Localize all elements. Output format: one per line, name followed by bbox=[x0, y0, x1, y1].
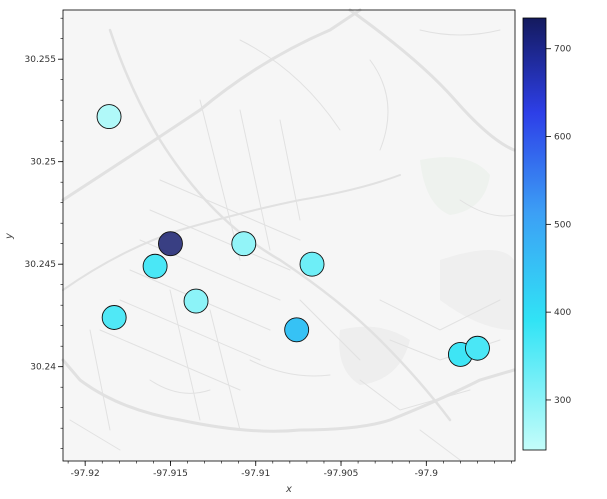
colorbar-tick-label: 700 bbox=[554, 45, 571, 55]
colorbar-tick-label: 300 bbox=[554, 396, 571, 406]
data-point-1[interactable] bbox=[96, 104, 122, 130]
x-tick-label: -97.91 bbox=[241, 469, 270, 479]
x-tick-label: -97.92 bbox=[71, 469, 100, 479]
y-axis: 30.24 30.245 30.25 30.255 bbox=[25, 17, 63, 450]
colorbar bbox=[522, 17, 547, 451]
x-tick-label: -97.9 bbox=[415, 469, 439, 479]
y-tick-label: 30.25 bbox=[30, 158, 56, 168]
x-axis-label: x bbox=[285, 484, 292, 495]
data-point-6[interactable] bbox=[183, 288, 209, 314]
x-tick-label: -97.905 bbox=[324, 469, 359, 479]
data-point-5[interactable] bbox=[299, 251, 325, 277]
map-background bbox=[61, 8, 516, 461]
y-tick-label: 30.24 bbox=[30, 363, 56, 373]
y-tick-label: 30.245 bbox=[25, 260, 57, 270]
data-points bbox=[96, 104, 490, 367]
y-tick-label: 30.255 bbox=[25, 55, 57, 65]
colorbar-tick-label: 600 bbox=[554, 133, 571, 143]
data-point-10[interactable] bbox=[465, 335, 490, 361]
x-tick-label: -97.915 bbox=[153, 469, 188, 479]
colorbar-tick-label: 400 bbox=[554, 308, 571, 318]
colorbar-tick-label: 500 bbox=[554, 220, 571, 230]
data-point-4[interactable] bbox=[231, 231, 257, 257]
x-axis: -97.92 -97.915 -97.91 -97.905 -97.9 bbox=[67, 461, 512, 479]
data-point-3[interactable] bbox=[142, 253, 168, 279]
data-point-2[interactable] bbox=[158, 231, 183, 257]
colorbar-ticks: 300 400 500 600 700 bbox=[546, 45, 571, 406]
plot-frame bbox=[62, 9, 516, 462]
data-point-8[interactable] bbox=[284, 317, 310, 343]
data-point-7[interactable] bbox=[101, 305, 127, 330]
y-axis-label: y bbox=[4, 232, 15, 240]
